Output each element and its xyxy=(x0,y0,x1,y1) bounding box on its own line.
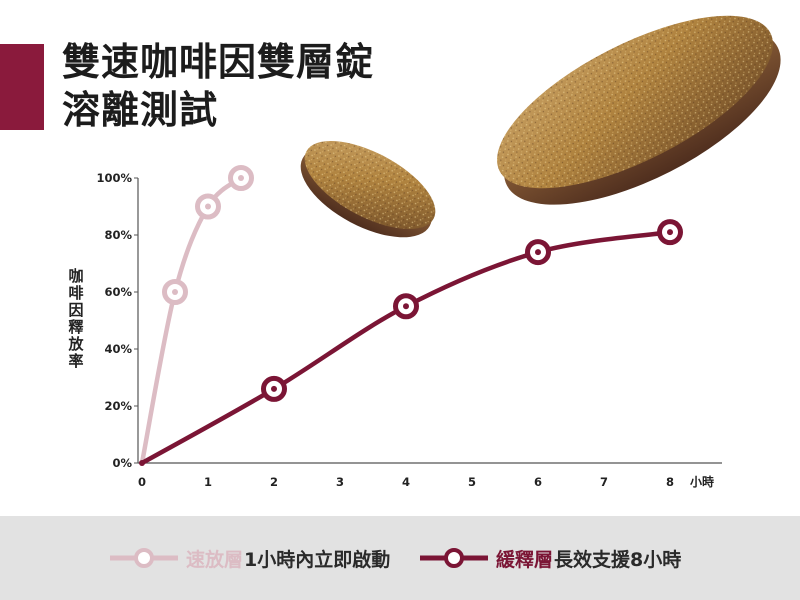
legend: 速放層 1小時內立即啟動 緩釋層 長效支援8小時 xyxy=(0,516,800,600)
data-point-center xyxy=(271,385,277,392)
data-point-center xyxy=(667,229,673,236)
data-point-center xyxy=(238,175,244,181)
legend-fast-name: 速放層 xyxy=(186,548,244,571)
series-line-fast xyxy=(139,175,244,466)
data-point-center xyxy=(535,249,541,256)
x-tick-label: 6 xyxy=(534,475,542,489)
x-axis-label: 小時 xyxy=(690,474,714,489)
title-accent-bar xyxy=(0,44,44,130)
page-title: 雙速咖啡因雙層錠 溶離測試 xyxy=(62,38,374,134)
x-tick-label: 4 xyxy=(402,475,410,489)
data-point-center xyxy=(172,289,178,295)
legend-item-fast: 速放層 1小時內立即啟動 xyxy=(108,543,390,573)
data-point-center xyxy=(205,203,211,210)
x-tick-label: 0 xyxy=(138,475,146,489)
y-axis-label: 咖啡因釋放率 xyxy=(68,267,84,370)
y-tick-label: 100% xyxy=(96,171,132,185)
legend-fast-swatch xyxy=(110,548,178,568)
chart-axes: 0% 20% 40% 60% 80% 100% 0 1 2 3 4 5 6 7 8 小時 xyxy=(96,171,722,489)
y-tick-label: 0% xyxy=(112,456,132,470)
tablet-image-large xyxy=(497,15,781,205)
legend-item-slow: 緩釋層 長效支援8小時 xyxy=(418,543,681,573)
legend-slow-swatch xyxy=(420,548,488,568)
data-point-center xyxy=(403,303,409,310)
legend-fast-desc: 1小時內立即啟動 xyxy=(244,548,391,571)
y-tick-label: 80% xyxy=(104,228,132,242)
tablet-image-small xyxy=(300,140,436,238)
x-tick-label: 7 xyxy=(600,475,608,489)
title-line-1: 雙速咖啡因雙層錠 xyxy=(62,40,375,84)
x-tick-label: 2 xyxy=(270,475,278,489)
y-tick-label: 60% xyxy=(104,285,132,299)
x-tick-label: 8 xyxy=(666,475,674,489)
legend-slow-desc: 長效支援8小時 xyxy=(554,548,682,571)
data-point-origin xyxy=(139,460,145,466)
x-tick-label: 3 xyxy=(336,475,344,489)
x-tick-label: 5 xyxy=(468,475,476,489)
caffeine-release-chart: 0% 20% 40% 60% 80% 100% 0 1 2 3 4 5 6 7 8 小時 xyxy=(96,15,781,489)
title-line-2: 溶離測試 xyxy=(62,88,219,132)
legend-slow-name: 緩釋層 xyxy=(496,548,554,571)
x-tick-label: 1 xyxy=(204,475,212,489)
y-tick-label: 40% xyxy=(104,342,132,356)
series-line-slow xyxy=(139,229,673,466)
chart-series xyxy=(139,165,683,466)
y-tick-label: 20% xyxy=(104,399,132,413)
